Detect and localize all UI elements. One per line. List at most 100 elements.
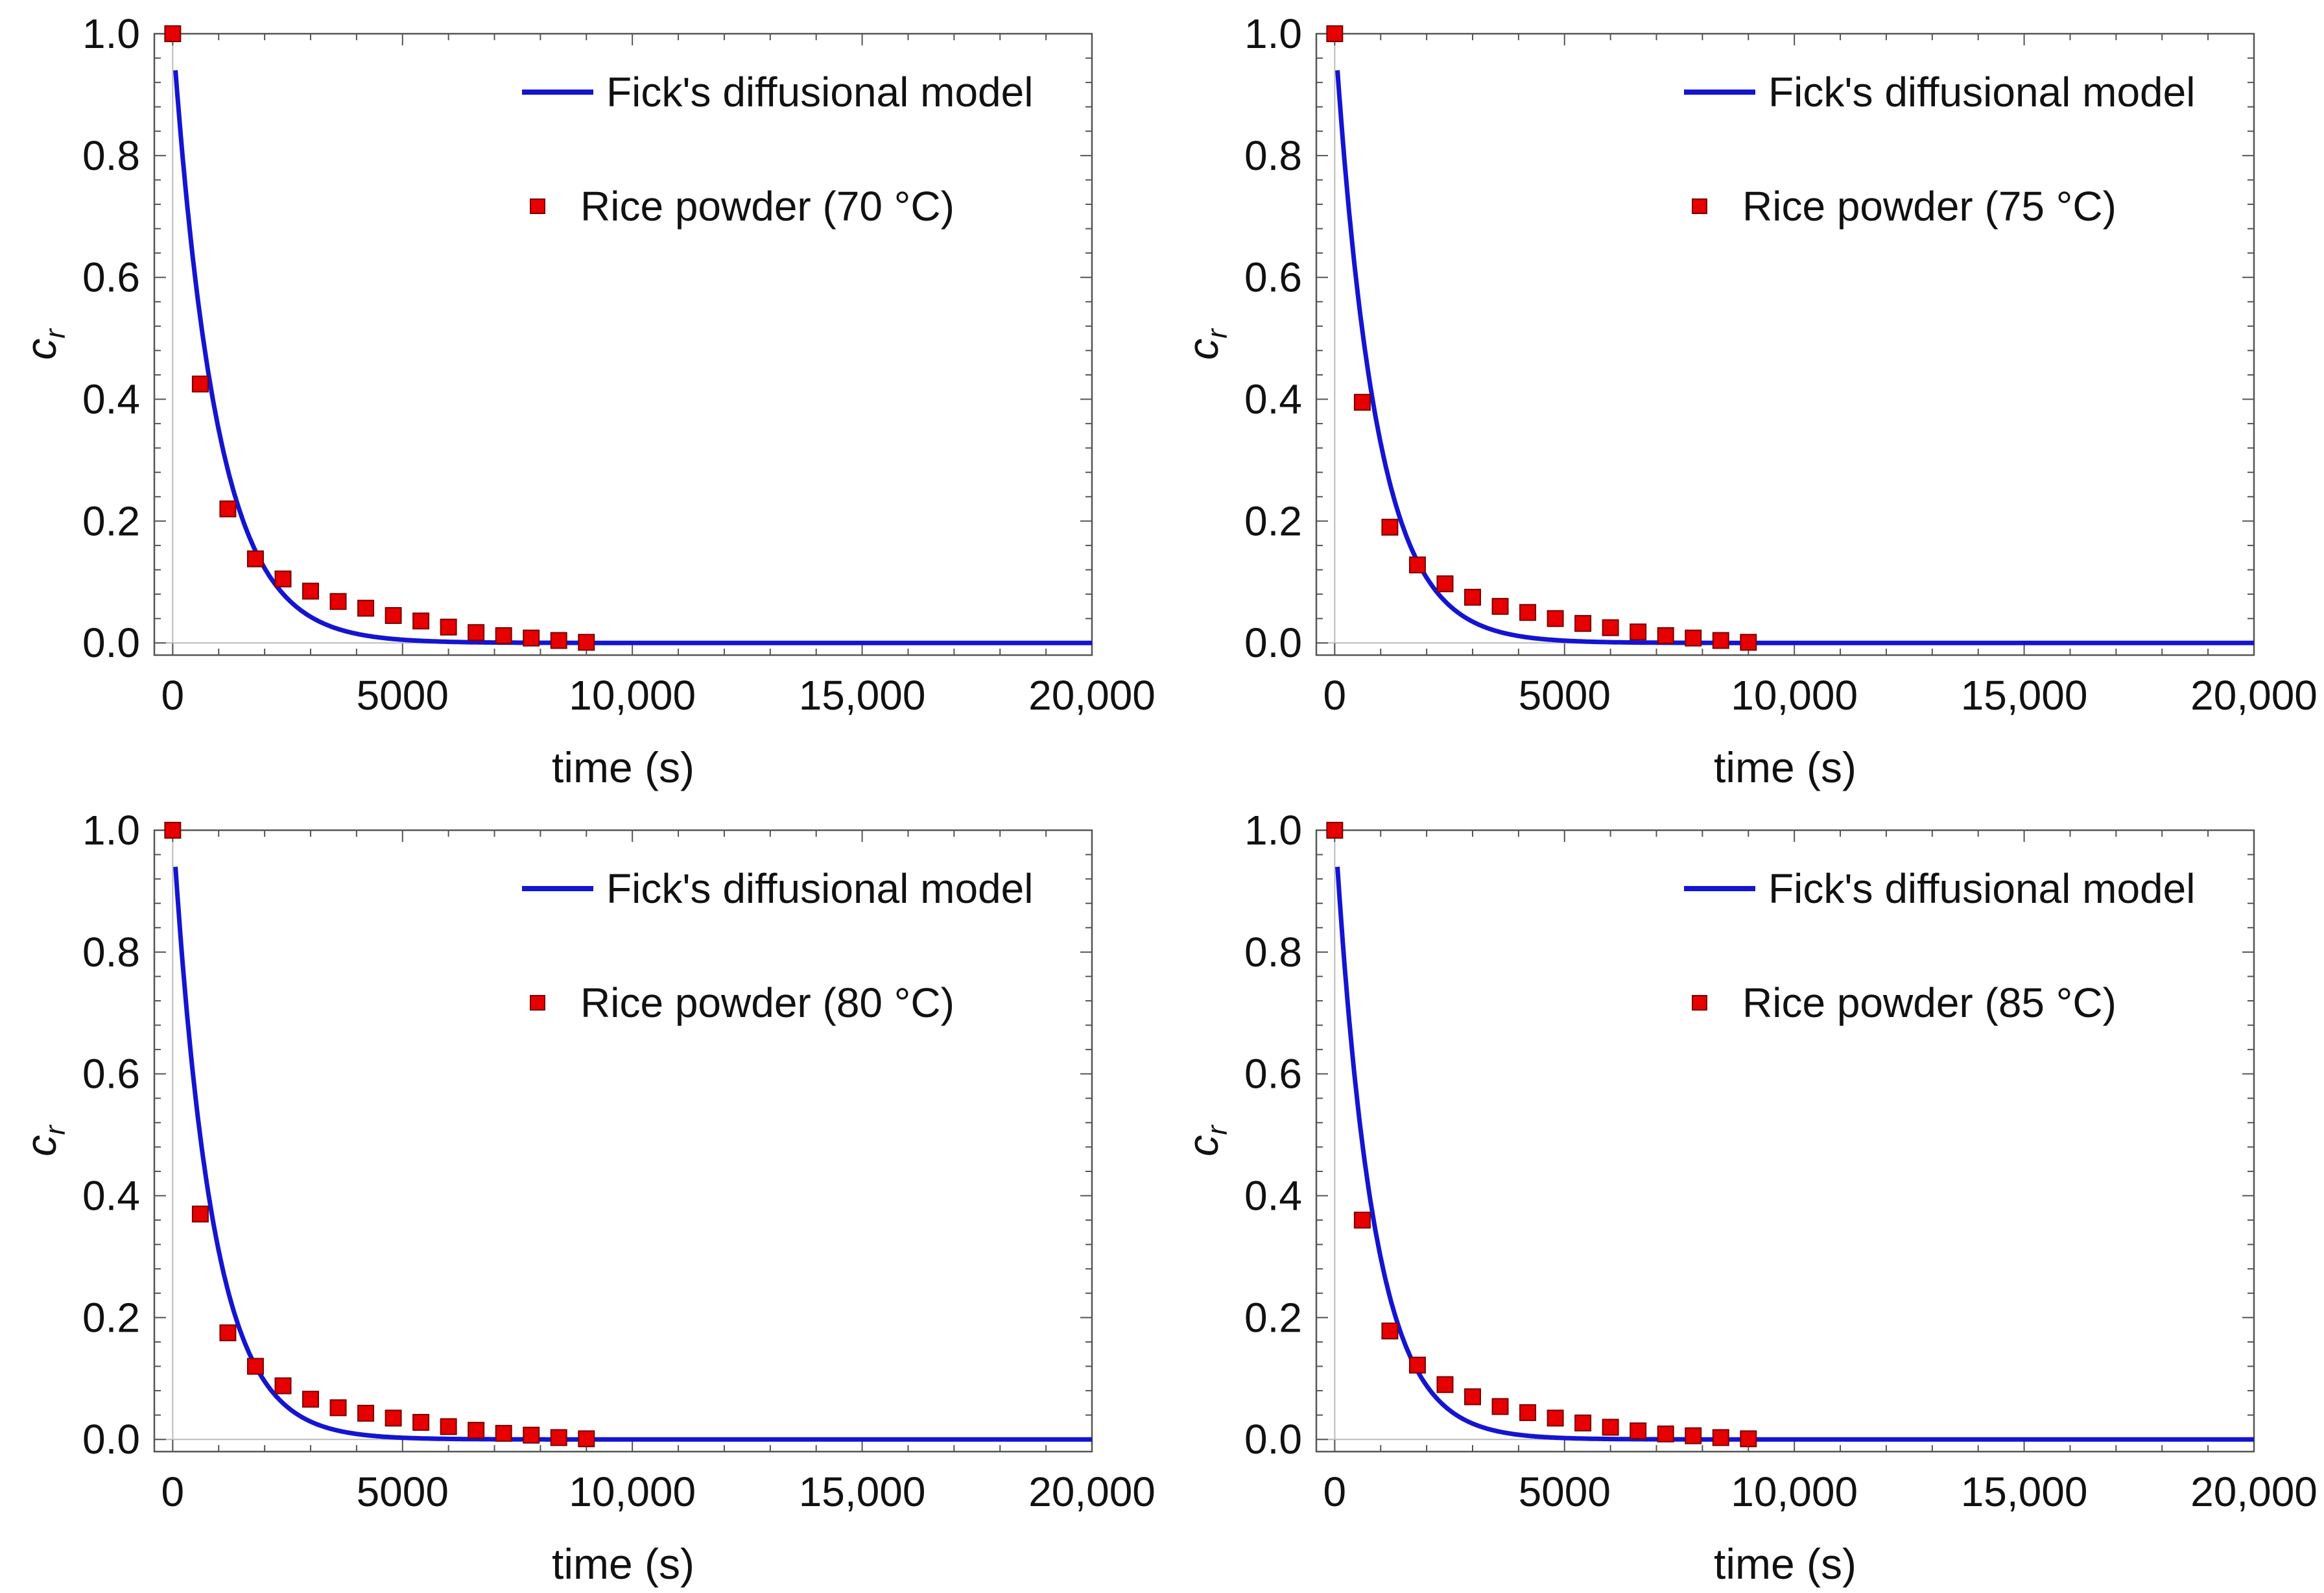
plot-frame [1315,829,2255,1453]
y-axis-title-main: c [17,1135,65,1156]
legend-label-model: Fick's diffusional model [606,865,1033,912]
x-tick-label: 5000 [357,1468,449,1515]
y-tick-label: 0.6 [82,254,140,301]
legend-label-model: Fick's diffusional model [1768,69,2195,115]
legend-label-data: Rice powder (75 °C) [1742,183,2116,230]
data-point-marker [1547,610,1564,627]
y-tick-label: 0.2 [82,1294,140,1341]
data-point-marker [219,500,237,518]
y-axis-title-subscript: r [1202,1124,1233,1135]
y-axis-title: cr [1179,328,1233,360]
chart-svg: 0 5000 10,000 15,000 20,000 0.0 0.2 0.4 0.6 0.8 1.… [17,10,1156,791]
y-axis-title: cr [1179,1124,1233,1156]
data-point-marker [1464,588,1481,606]
x-tick-label: 0 [161,672,185,719]
data-point-marker [1547,1409,1564,1427]
chart-svg: 0 5000 10,000 15,000 20,000 0.0 0.2 0.4 0.6 0.8 1.… [1179,807,2318,1588]
data-point-marker [1519,1404,1537,1421]
data-point-marker [412,612,430,630]
data-point-marker [1630,623,1647,641]
data-point-marker [1657,1425,1674,1443]
y-tick-label: 0.6 [1244,254,1302,301]
y-axis-title-subscript: r [40,1124,71,1135]
y-axis-title: cr [17,1124,71,1156]
data-point-marker [1685,1427,1702,1444]
y-tick-label: 1.0 [82,807,140,854]
y-tick-label: 0.8 [82,132,140,179]
plot-frame [153,829,1093,1453]
data-point-marker [1353,394,1371,411]
data-point-marker [1464,1388,1481,1406]
data-point-marker [440,618,457,636]
legend-marker-swatch [1692,198,1707,214]
data-point-marker [495,1424,512,1442]
data-point-marker [1436,575,1454,593]
chart-panel-2: 0 5000 10,000 15,000 20,000 0.0 0.2 0.4 0.6 0.8 1.… [1162,0,2324,796]
legend-marker-swatch [530,198,545,214]
y-tick-label: 0.8 [1244,132,1302,179]
x-tick-label: 15,000 [1961,1468,2088,1515]
fick-model-line [1335,70,2256,645]
x-tick-label: 15,000 [799,1468,926,1515]
x-axis-title: time (s) [1714,743,1856,791]
data-point-marker [329,593,347,610]
x-tick-label: 20,000 [1028,672,1156,719]
x-tick-label: 0 [1323,1468,1347,1515]
y-axis-title-subscript: r [40,328,71,339]
data-point-marker [1574,1414,1592,1431]
x-tick-label: 5000 [1519,672,1611,719]
data-point-marker [1436,1376,1454,1393]
x-axis-title: time (s) [1714,1540,1856,1588]
y-tick-label: 0.8 [82,929,140,976]
y-tick-label: 1.0 [82,10,140,57]
data-point-marker [495,627,512,644]
data-point-marker [440,1418,457,1435]
data-point-marker [274,570,292,588]
x-tick-label: 10,000 [1731,672,1858,719]
y-axis-title-main: c [1179,339,1227,360]
x-tick-label: 5000 [357,672,449,719]
fick-model-line [173,70,1094,645]
y-tick-label: 0.2 [1244,497,1302,544]
data-point-marker [412,1413,430,1431]
y-tick-label: 0.0 [82,619,140,666]
y-tick-label: 1.0 [1244,807,1302,854]
data-point-marker [468,1422,485,1439]
y-tick-label: 0.2 [1244,1294,1302,1341]
data-point-marker [468,624,485,641]
y-axis-title: cr [17,328,71,360]
fick-model-line [1335,867,2256,1442]
legend-label-data: Rice powder (80 °C) [580,979,954,1026]
x-tick-label: 10,000 [569,1468,696,1515]
legend-marker-swatch [1692,995,1707,1011]
y-axis-title-main: c [1179,1135,1227,1156]
data-point-marker [385,606,402,624]
x-tick-label: 0 [1323,672,1347,719]
data-point-marker [357,599,375,617]
x-tick-label: 20,000 [1028,1468,1156,1515]
legend-label-data: Rice powder (85 °C) [1742,979,2116,1026]
y-tick-label: 0.6 [82,1051,140,1097]
data-point-marker [1408,556,1426,573]
data-point-marker [1519,604,1537,621]
data-point-marker [1740,634,1757,651]
legend-label-model: Fick's diffusional model [1768,865,2195,912]
data-point-marker [1602,1419,1619,1436]
y-tick-label: 0.6 [1244,1051,1302,1097]
data-point-marker [1602,619,1619,636]
data-point-marker [1657,627,1674,644]
fick-model-line [173,867,1094,1442]
data-point-marker [246,550,264,568]
data-point-marker [219,1324,237,1341]
data-point-marker [274,1377,292,1395]
legend-label-model: Fick's diffusional model [606,69,1033,115]
data-point-marker [329,1399,347,1417]
data-point-marker [246,1358,264,1375]
data-point-marker [164,25,182,42]
x-axis-title: time (s) [552,743,694,791]
plot-frame [1315,32,2255,656]
legend-marker-swatch [530,995,545,1011]
y-axis-title-subscript: r [1202,328,1233,339]
y-tick-label: 0.0 [1244,1416,1302,1463]
